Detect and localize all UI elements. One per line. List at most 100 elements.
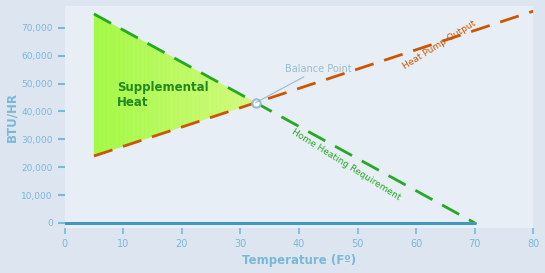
Polygon shape: [210, 78, 211, 118]
Polygon shape: [104, 19, 105, 153]
Polygon shape: [177, 60, 178, 129]
Polygon shape: [243, 96, 244, 107]
Polygon shape: [141, 40, 142, 141]
Polygon shape: [214, 80, 215, 116]
Polygon shape: [204, 74, 205, 120]
Polygon shape: [255, 102, 256, 103]
Polygon shape: [112, 24, 113, 150]
Polygon shape: [162, 52, 164, 133]
Text: Supplemental
Heat: Supplemental Heat: [117, 81, 209, 109]
Polygon shape: [245, 97, 246, 106]
Polygon shape: [135, 37, 136, 143]
Polygon shape: [156, 48, 157, 135]
Polygon shape: [251, 100, 252, 104]
Polygon shape: [200, 72, 201, 121]
Polygon shape: [131, 34, 132, 144]
Polygon shape: [230, 88, 231, 111]
Polygon shape: [207, 76, 208, 119]
Polygon shape: [223, 85, 224, 113]
Polygon shape: [198, 71, 199, 121]
Polygon shape: [169, 55, 170, 131]
Polygon shape: [129, 33, 130, 145]
X-axis label: Temperature (Fº): Temperature (Fº): [242, 254, 356, 268]
Text: Home Heating Requirement: Home Heating Requirement: [290, 127, 402, 202]
Polygon shape: [116, 26, 117, 149]
Polygon shape: [227, 87, 228, 112]
Polygon shape: [240, 94, 241, 108]
Polygon shape: [130, 34, 131, 144]
Polygon shape: [173, 57, 174, 130]
Polygon shape: [171, 56, 172, 131]
Polygon shape: [147, 43, 148, 138]
Polygon shape: [125, 31, 126, 146]
Polygon shape: [144, 41, 145, 140]
Polygon shape: [142, 41, 143, 140]
Polygon shape: [133, 35, 134, 143]
Polygon shape: [127, 32, 128, 145]
Polygon shape: [161, 51, 162, 134]
Polygon shape: [231, 89, 232, 111]
Polygon shape: [235, 91, 237, 109]
Polygon shape: [99, 17, 100, 155]
Polygon shape: [246, 97, 247, 106]
Polygon shape: [224, 85, 225, 113]
Polygon shape: [186, 64, 187, 126]
Polygon shape: [120, 29, 122, 147]
Polygon shape: [183, 63, 184, 127]
Polygon shape: [180, 61, 181, 127]
Polygon shape: [134, 36, 135, 143]
Polygon shape: [194, 69, 195, 123]
Polygon shape: [238, 93, 239, 109]
Polygon shape: [168, 55, 169, 132]
Polygon shape: [239, 94, 240, 108]
Polygon shape: [244, 96, 245, 106]
Polygon shape: [242, 95, 243, 107]
Polygon shape: [250, 100, 251, 105]
Polygon shape: [237, 93, 238, 109]
Polygon shape: [152, 46, 153, 137]
Polygon shape: [97, 16, 98, 155]
Polygon shape: [211, 78, 212, 117]
Polygon shape: [226, 86, 227, 112]
Polygon shape: [222, 84, 223, 114]
Polygon shape: [191, 67, 192, 124]
Polygon shape: [101, 18, 102, 154]
Polygon shape: [111, 23, 112, 150]
Polygon shape: [249, 99, 250, 105]
Polygon shape: [253, 101, 254, 103]
Polygon shape: [122, 29, 123, 147]
Polygon shape: [124, 30, 125, 146]
Polygon shape: [95, 15, 96, 156]
Polygon shape: [208, 76, 209, 118]
Polygon shape: [216, 81, 217, 116]
Polygon shape: [241, 95, 242, 108]
Polygon shape: [220, 83, 221, 114]
Polygon shape: [119, 28, 120, 148]
Polygon shape: [181, 62, 182, 127]
Polygon shape: [128, 32, 129, 145]
Polygon shape: [102, 18, 103, 153]
Polygon shape: [148, 44, 149, 138]
Polygon shape: [153, 46, 154, 136]
Polygon shape: [139, 39, 140, 141]
Polygon shape: [146, 42, 147, 139]
Polygon shape: [205, 75, 207, 119]
Polygon shape: [232, 90, 233, 110]
Polygon shape: [114, 25, 115, 149]
Polygon shape: [150, 45, 152, 137]
Polygon shape: [110, 23, 111, 151]
Polygon shape: [145, 42, 146, 139]
Polygon shape: [234, 91, 235, 110]
Polygon shape: [108, 22, 110, 151]
Polygon shape: [197, 71, 198, 122]
Polygon shape: [209, 77, 210, 118]
Polygon shape: [225, 86, 226, 113]
Polygon shape: [187, 66, 189, 125]
Polygon shape: [98, 16, 99, 155]
Polygon shape: [189, 66, 190, 124]
Polygon shape: [157, 49, 158, 135]
Polygon shape: [212, 79, 213, 117]
Text: Balance Point: Balance Point: [256, 64, 352, 103]
Polygon shape: [215, 81, 216, 116]
Polygon shape: [202, 73, 203, 120]
